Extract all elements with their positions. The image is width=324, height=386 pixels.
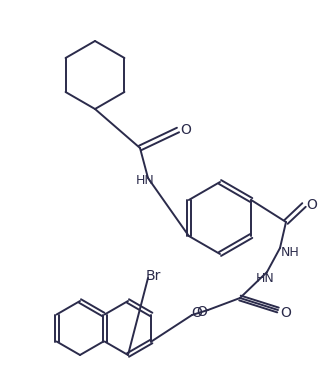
Text: O: O (191, 306, 202, 320)
Text: Br: Br (145, 269, 161, 283)
Text: O: O (307, 198, 318, 212)
Text: O: O (197, 305, 207, 319)
Text: HN: HN (256, 271, 274, 284)
Text: HN: HN (136, 173, 154, 186)
Text: O: O (281, 306, 291, 320)
Text: O: O (180, 123, 191, 137)
Text: NH: NH (281, 247, 299, 259)
